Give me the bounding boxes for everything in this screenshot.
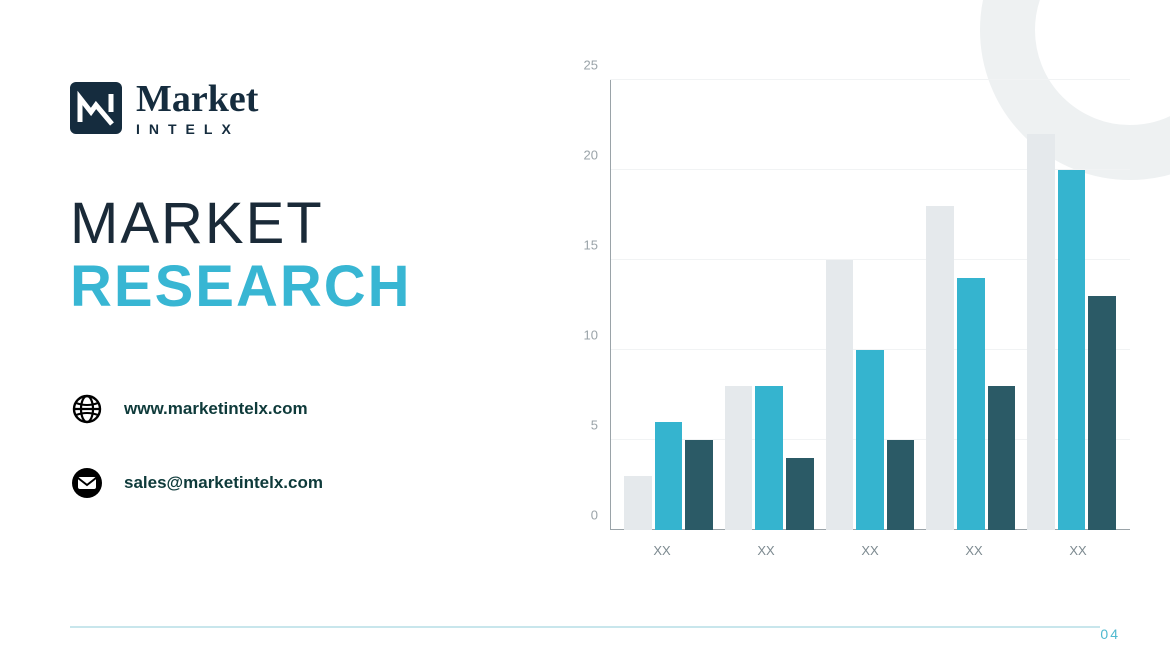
- chart-bar-group: [820, 80, 921, 530]
- chart-y-axis: 0510152025: [560, 80, 606, 530]
- chart-bar: [926, 206, 954, 530]
- globe-icon: [70, 392, 104, 426]
- chart-bar-group: [920, 80, 1021, 530]
- chart-bar: [957, 278, 985, 530]
- chart-x-tick-label: XX: [610, 543, 714, 558]
- chart-x-tick-label: XX: [922, 543, 1026, 558]
- email-text: sales@marketintelx.com: [124, 473, 323, 493]
- chart-bar: [856, 350, 884, 530]
- chart-x-labels: XXXXXXXXXX: [610, 543, 1130, 558]
- chart-y-tick-label: 15: [584, 238, 598, 253]
- chart-bars: [610, 80, 1130, 530]
- chart-bar: [755, 386, 783, 530]
- chart-bar: [786, 458, 814, 530]
- chart-bar: [1088, 296, 1116, 530]
- chart-y-tick-label: 5: [591, 418, 598, 433]
- contact-block: www.marketintelx.com sales@marketintelx.…: [70, 392, 510, 500]
- chart-bar: [624, 476, 652, 530]
- chart-bar: [1027, 134, 1055, 530]
- chart-y-tick-label: 0: [591, 508, 598, 523]
- contact-website: www.marketintelx.com: [70, 392, 510, 426]
- chart-bar-group: [719, 80, 820, 530]
- chart-bar-group: [618, 80, 719, 530]
- headline-line-2: RESEARCH: [70, 257, 510, 318]
- chart-bar-group: [1021, 80, 1122, 530]
- chart-y-tick-label: 20: [584, 148, 598, 163]
- logo-text-bottom: INTELX: [136, 122, 258, 136]
- logo-mark-icon: [70, 82, 122, 134]
- footer-divider: [70, 626, 1100, 628]
- chart-plot-area: [610, 80, 1130, 530]
- left-column: Market INTELX MARKET RESEARCH www.market…: [70, 80, 510, 540]
- logo-text-top: Market: [136, 80, 258, 118]
- website-text: www.marketintelx.com: [124, 399, 308, 419]
- chart-bar: [988, 386, 1016, 530]
- headline-line-1: MARKET: [70, 194, 510, 255]
- chart-bar: [655, 422, 683, 530]
- page-number: 04: [1100, 626, 1120, 642]
- mail-icon: [70, 466, 104, 500]
- chart-bar: [685, 440, 713, 530]
- chart-x-tick-label: XX: [1026, 543, 1130, 558]
- chart-bar: [887, 440, 915, 530]
- bar-chart: 0510152025 XXXXXXXXXX: [560, 70, 1130, 570]
- chart-x-tick-label: XX: [818, 543, 922, 558]
- chart-bar: [826, 260, 854, 530]
- chart-y-tick-label: 10: [584, 328, 598, 343]
- chart-bar: [1058, 170, 1086, 530]
- brand-logo: Market INTELX: [70, 80, 510, 136]
- chart-y-tick-label: 25: [584, 58, 598, 73]
- contact-email: sales@marketintelx.com: [70, 466, 510, 500]
- logo-text: Market INTELX: [136, 80, 258, 136]
- chart-bar: [725, 386, 753, 530]
- chart-x-tick-label: XX: [714, 543, 818, 558]
